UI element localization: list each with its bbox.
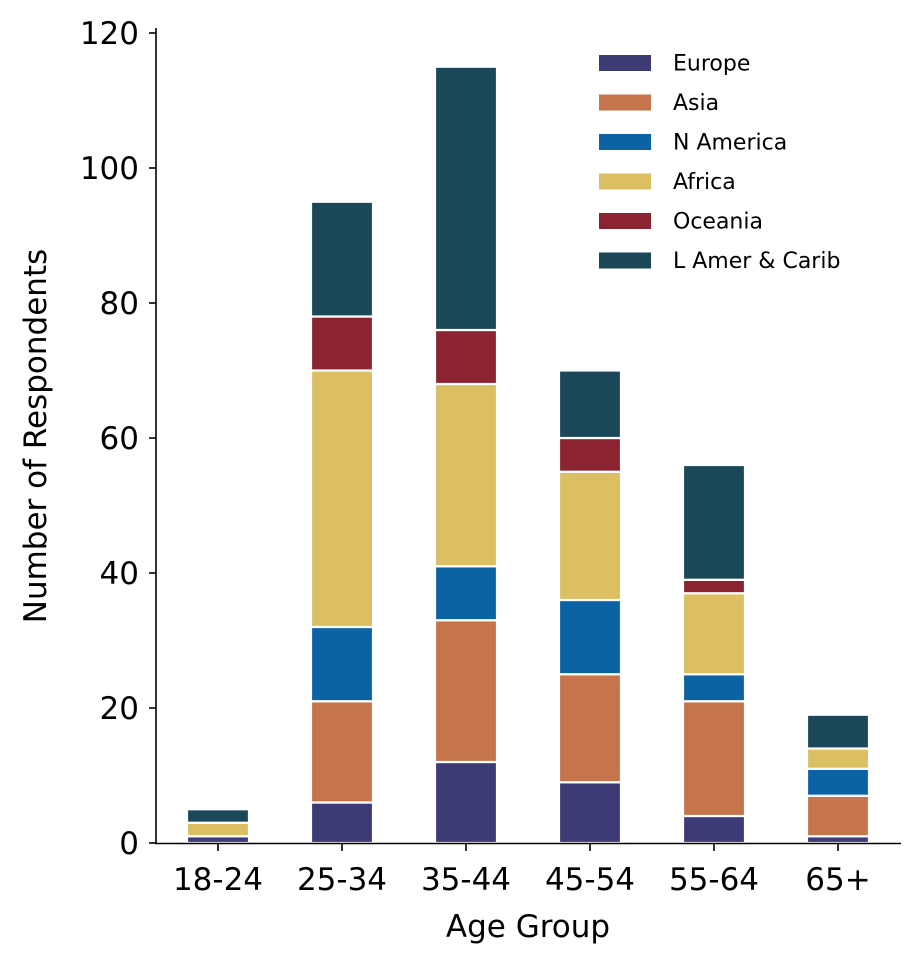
y-tick-label: 60 <box>100 421 139 457</box>
bar-segment <box>805 747 871 770</box>
x-tick-label: 35-44 <box>421 862 511 898</box>
bar-segment <box>309 369 375 629</box>
legend: Europe Asia N America Africa Oceania L Amer &… <box>599 52 840 274</box>
y-tick-label: 40 <box>100 556 139 592</box>
legend-label: L Amer & Carib <box>673 249 840 274</box>
legend-swatch <box>599 213 651 229</box>
axes-layer <box>155 28 901 845</box>
legend-swatch <box>599 55 651 71</box>
y-tick-label: 20 <box>100 691 139 727</box>
legend-label: Oceania <box>673 210 763 235</box>
bar-segment <box>185 821 251 838</box>
bar-segment <box>433 565 499 622</box>
y-tick-label: 0 <box>119 826 139 862</box>
bar-segment <box>433 619 499 764</box>
legend-label: Africa <box>673 170 736 195</box>
y-tick-label: 120 <box>80 16 139 52</box>
x-tick-label: 45-54 <box>545 862 635 898</box>
x-tick-label: 55-64 <box>669 862 759 898</box>
x-tick-label: 25-34 <box>297 862 387 898</box>
bar-segment <box>681 578 747 595</box>
bar-segment <box>681 814 747 845</box>
bar-segment <box>309 700 375 804</box>
bar-segment <box>805 767 871 797</box>
bar-segment <box>681 700 747 818</box>
y-tick-label: 80 <box>100 286 139 322</box>
legend-label: Asia <box>673 91 719 116</box>
bars-layer <box>185 65 871 845</box>
bar-segment <box>433 328 499 386</box>
legend-swatch <box>599 252 651 269</box>
legend-label: Europe <box>673 52 750 77</box>
bar-segment <box>805 713 871 750</box>
bar-segment <box>557 369 623 440</box>
legend-label: N America <box>673 131 787 156</box>
x-axis-title: Age Group <box>446 909 610 945</box>
bar-segment <box>557 470 623 602</box>
bar-segment <box>557 673 623 784</box>
bar-segment <box>681 673 747 703</box>
x-ticks: 18-24 25-34 35-44 45-54 55-64 65+ <box>173 844 871 898</box>
bar-segment <box>557 598 623 676</box>
legend-swatch <box>599 134 651 150</box>
bar-segment <box>433 760 499 845</box>
bar-segment <box>557 781 623 845</box>
x-tick-label: 65+ <box>805 862 870 898</box>
bar-segment <box>309 200 375 318</box>
bar-segment <box>433 65 499 332</box>
y-ticks: 0 20 40 60 80 100 120 <box>80 16 156 862</box>
bar-segment <box>309 625 375 703</box>
y-axis-title: Number of Respondents <box>18 249 54 623</box>
bar-segment <box>557 436 623 473</box>
bar-segment <box>805 794 871 838</box>
legend-swatch <box>599 94 651 111</box>
y-tick-label: 100 <box>80 151 139 187</box>
legend-swatch <box>599 173 651 190</box>
bar-segment <box>681 592 747 676</box>
bar-segment <box>309 315 375 372</box>
bar-segment <box>185 808 251 824</box>
bar-segment <box>309 801 375 845</box>
bar-segment <box>681 463 747 581</box>
x-tick-label: 18-24 <box>173 862 263 898</box>
bar-segment <box>433 382 499 568</box>
